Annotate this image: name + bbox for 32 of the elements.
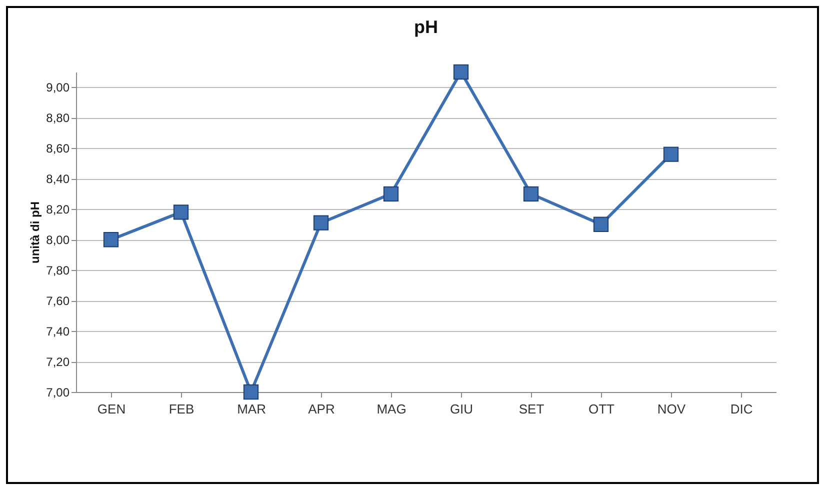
- point: [103, 232, 119, 248]
- chart-title: pH: [414, 16, 438, 37]
- y-tick-label: 9,00: [46, 80, 70, 95]
- x-tick-label: DIC: [730, 402, 753, 416]
- x-tick-label: GIU: [450, 402, 474, 416]
- y-tick-label: 7,00: [46, 386, 70, 400]
- point: [593, 216, 609, 232]
- y-tick-label: 8,40: [46, 172, 70, 186]
- point: [173, 204, 189, 220]
- x-tick-label: SET: [518, 402, 544, 416]
- x-tick-label: FEB: [168, 402, 194, 416]
- y-tick-label: 8,00: [46, 233, 70, 248]
- y-tick-label: 8,20: [46, 202, 70, 217]
- point: [383, 186, 399, 202]
- y-tick-label: 8,60: [46, 142, 70, 156]
- x-tick-label: NOV: [657, 402, 686, 416]
- y-tick-label: 7,20: [46, 355, 70, 370]
- point: [663, 146, 679, 162]
- y-axis-title: unità di pH: [28, 202, 42, 264]
- x-tick-label: MAR: [237, 402, 266, 416]
- point: [243, 384, 259, 400]
- x-tick-label: APR: [308, 402, 335, 416]
- x-tick-label: GEN: [97, 402, 126, 416]
- point: [313, 215, 329, 230]
- y-tick-label: 8,80: [46, 111, 70, 126]
- y-tick-label: 7,60: [46, 294, 70, 308]
- y-tick-label: 7,40: [46, 324, 70, 339]
- point: [523, 186, 539, 202]
- y-tick-label: 7,80: [46, 264, 70, 278]
- point: [453, 64, 469, 80]
- x-tick-label: OTT: [588, 402, 615, 416]
- x-tick-label: MAG: [376, 402, 406, 416]
